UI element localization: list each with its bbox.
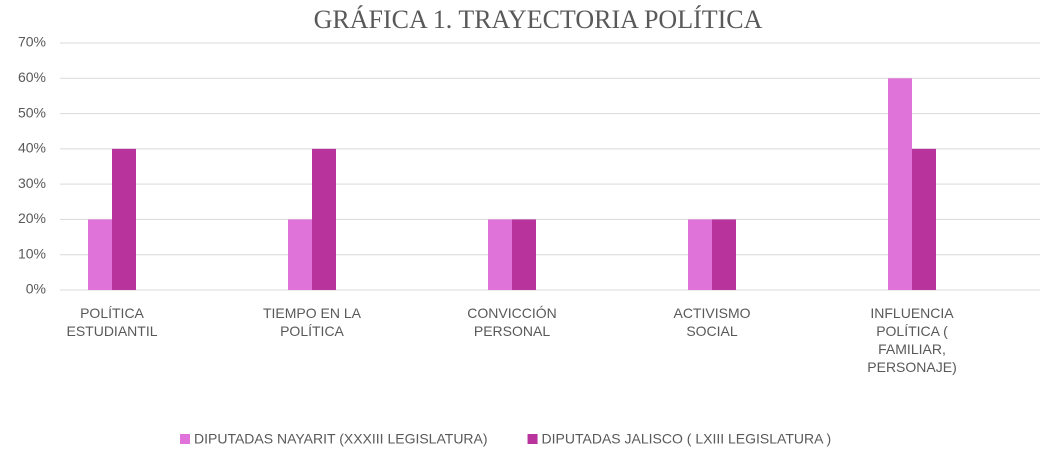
bar <box>488 219 512 290</box>
y-tick-label: 10% <box>18 245 46 261</box>
legend-label: DIPUTADAS JALISCO ( LXIII LEGISLATURA ) <box>542 431 832 447</box>
x-tick-label: POLÍTICA ESTUDIANTIL <box>66 305 158 339</box>
x-tick-label: CONVICCIÓN PERSONAL <box>467 305 557 339</box>
legend-label: DIPUTADAS NAYARIT (XXXIII LEGISLATURA) <box>194 431 488 447</box>
y-tick-label: 70% <box>18 34 46 50</box>
bar <box>112 148 136 290</box>
bar <box>88 219 112 290</box>
bar <box>312 148 336 290</box>
y-tick-label: 30% <box>18 175 46 191</box>
y-tick-label: 60% <box>18 69 46 85</box>
y-tick-label: 50% <box>18 104 46 120</box>
bar <box>912 148 936 290</box>
y-tick-label: 20% <box>18 210 46 226</box>
bar <box>288 219 312 290</box>
legend-swatch <box>527 434 538 444</box>
y-tick-label: 0% <box>26 281 46 297</box>
legend-swatch <box>180 434 190 444</box>
y-tick-label: 40% <box>18 140 46 156</box>
bar <box>512 219 536 290</box>
bar <box>712 219 736 290</box>
x-tick-label: TIEMPO EN LA POLÍTICA <box>262 305 362 339</box>
bar <box>688 219 712 290</box>
chart-title: GRÁFICA 1. TRAYECTORIA POLÍTICA <box>314 5 763 34</box>
bar <box>888 78 912 291</box>
x-tick-label: ACTIVISMO SOCIAL <box>673 305 751 339</box>
x-tick-label: INFLUENCIA POLÍTICA ( FAMILIAR, PERSONAJ… <box>867 305 957 375</box>
